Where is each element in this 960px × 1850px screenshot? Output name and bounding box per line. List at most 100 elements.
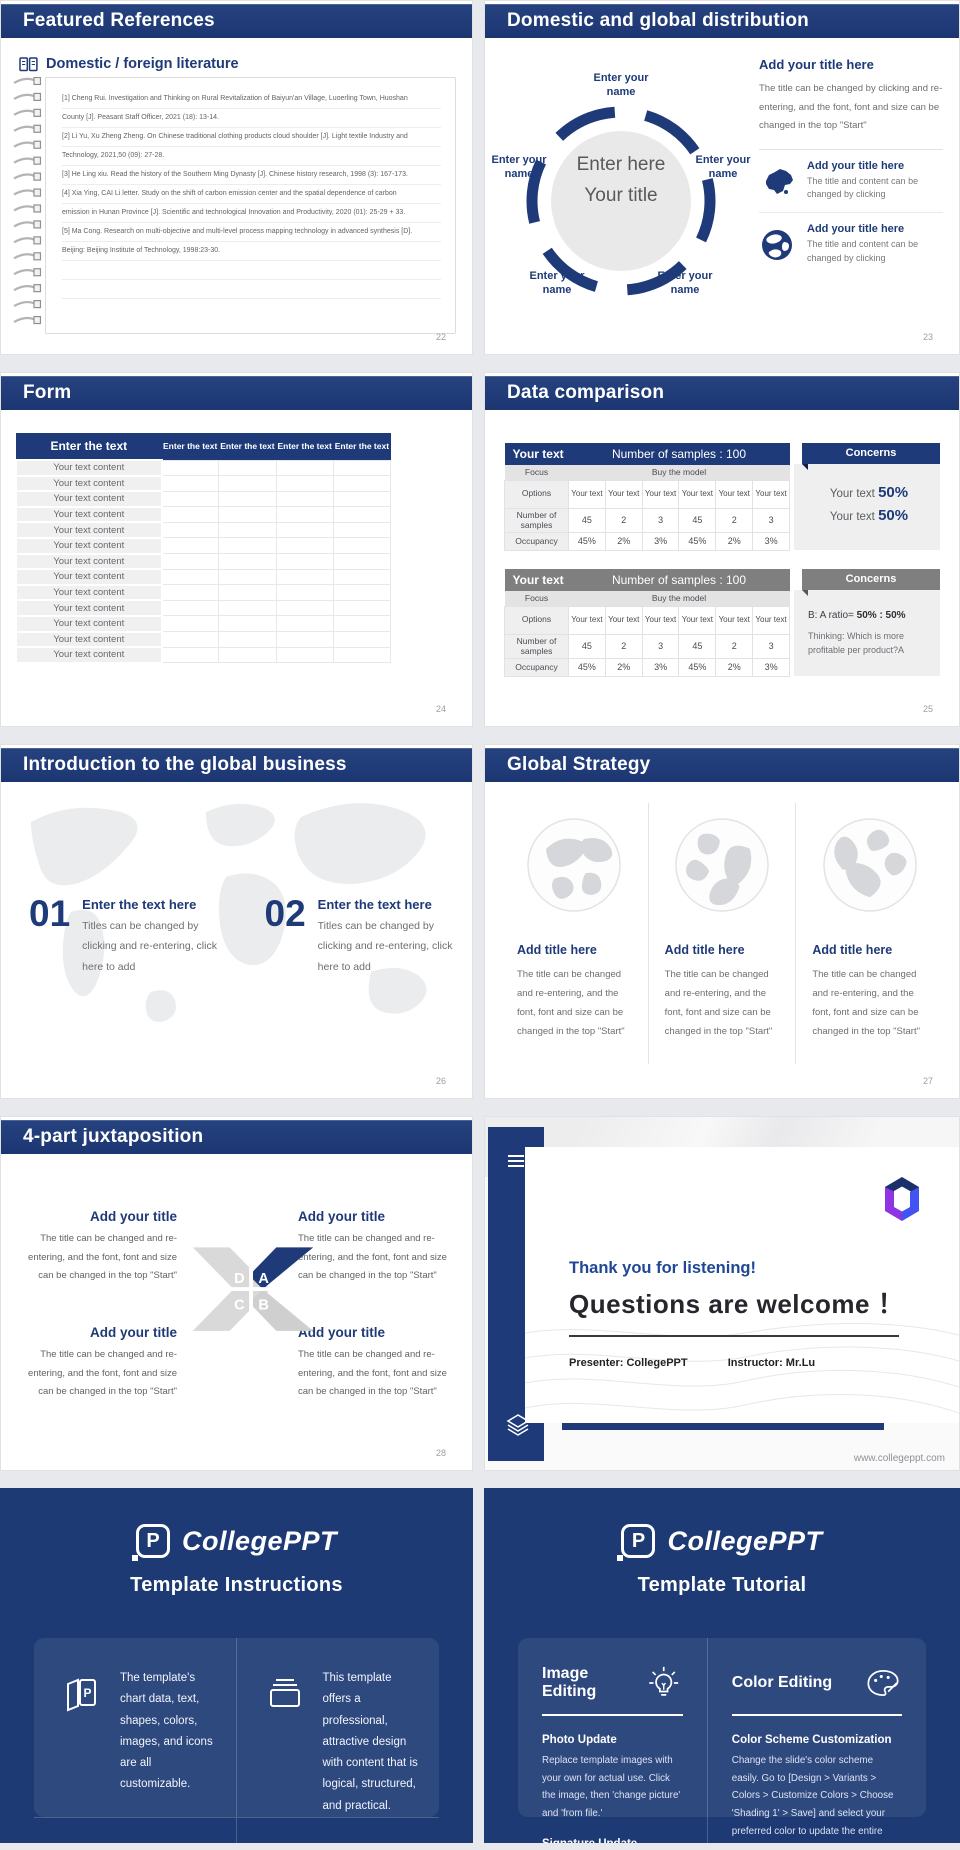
ruled-line — [62, 261, 441, 280]
value-cell: 3% — [752, 531, 790, 551]
table-cell — [332, 475, 392, 492]
slide-preview-thank-you[interactable]: Thank you for listening! Questions are w… — [484, 1116, 960, 1471]
table-cell — [332, 584, 392, 601]
table-cell — [218, 506, 277, 523]
table-cell — [332, 459, 392, 477]
item-heading: Add your title here — [807, 223, 905, 236]
comparison-table: Your text Number of samples : 100 Focus … — [504, 569, 790, 677]
table-row: Your text content — [15, 614, 392, 633]
table-cell — [275, 599, 334, 617]
table-cell — [332, 537, 392, 555]
page-number: 24 — [435, 704, 446, 714]
table-cell — [332, 599, 392, 617]
entry-heading: Signature Update — [542, 1838, 683, 1844]
row-label: Your text content — [15, 490, 163, 508]
reference-line: [2] Li Yu, Xu Zheng Zheng. On Chinese tr… — [62, 128, 441, 147]
option-cell: Your text — [641, 605, 680, 635]
pages-icon: P — [67, 1678, 96, 1712]
reference-line: Beijing: Beijing Institute of Technology… — [62, 242, 441, 261]
layers-icon — [506, 1414, 530, 1436]
diagram-node-label: Enter your name — [529, 270, 585, 297]
tutorial-section: Color Editing Color Scheme Customization… — [708, 1638, 926, 1843]
table-header: Number of samples : 100 — [568, 443, 790, 465]
slide-preview-26[interactable]: Introduction to the global business 01 E… — [0, 744, 473, 1099]
table-cell — [275, 615, 334, 633]
concern-label: Your text — [829, 488, 875, 500]
table-cell — [218, 475, 277, 492]
table-cell — [161, 475, 220, 492]
table-row: Your text content — [15, 505, 392, 524]
table-header-row: Your text Number of samples : 100 — [504, 569, 790, 591]
table-row: Your text content — [15, 552, 392, 571]
feature-card: The template features scalable SVG icons… — [237, 1818, 440, 1843]
ribbon-letter: D — [234, 1271, 245, 1287]
globe-icon — [762, 229, 792, 260]
value-cell: 3 — [752, 507, 790, 533]
column-body: The title can be changed and re-entering… — [812, 969, 920, 1037]
slide-preview-24[interactable]: Form Enter the text Enter the text Enter… — [0, 372, 473, 727]
focus-label: Focus — [504, 465, 569, 480]
ribbon-letter: B — [258, 1297, 269, 1313]
row-label: Your text content — [15, 614, 163, 633]
item-body: Titles can be changed by clicking and re… — [317, 920, 453, 973]
table-cell — [332, 615, 392, 633]
focus-value: Buy the model — [568, 591, 790, 606]
block-body: The title can be changed and re-entering… — [28, 1349, 177, 1398]
numbered-item: 01 Enter the text here Titles can be cha… — [29, 895, 227, 977]
slide-preview-25[interactable]: Data comparison Your text Number of samp… — [484, 372, 960, 727]
text-block: Add your title The title can be changed … — [298, 1209, 460, 1286]
options-row: Options Your text Your text Your text Yo… — [504, 605, 790, 635]
strategy-column: Add title here The title can be changed … — [795, 803, 943, 1064]
table-row: Your text content — [15, 521, 392, 539]
feature-card: P The template's chart data, text, shape… — [34, 1638, 237, 1818]
slide-preview-27[interactable]: Global Strategy Add title here The title… — [484, 744, 960, 1099]
strategy-column: Add title here The title can be changed … — [647, 803, 796, 1064]
concerns-title: Concerns — [802, 569, 940, 596]
ribbon-letter: C — [234, 1297, 245, 1313]
column-body: The title can be changed and re-entering… — [517, 969, 625, 1037]
list-item: Add your title here The title and conten… — [759, 213, 943, 276]
panel-heading: Template Tutorial — [637, 1574, 807, 1596]
underline — [731, 1714, 902, 1716]
column-body: The title can be changed and re-entering… — [664, 969, 773, 1037]
slide-preview-22[interactable]: Featured References Domestic / foreign l… — [0, 0, 473, 355]
table-cell — [161, 459, 220, 477]
table-cell — [275, 584, 334, 601]
note-line: Thinking: Which is more profitable per p… — [808, 631, 905, 656]
table-cell — [332, 521, 392, 539]
concerns-box: Concerns B: A ratio= 50% : 50% Thinking:… — [794, 569, 940, 676]
presenter-line: Presenter: CollegePPT Instructor: Mr.Lu — [569, 1357, 904, 1369]
slide-preview-23[interactable]: Domestic and global distribution Enter h… — [484, 0, 960, 355]
value-cell: 2 — [604, 633, 643, 659]
column-heading: Add title here — [664, 943, 745, 957]
ribbon-graphic: D A C B — [192, 1247, 314, 1331]
palette-icon — [867, 1670, 899, 1696]
menu-icon — [508, 1155, 524, 1170]
gear-ring-graphic — [526, 106, 716, 296]
row-label: Number of samples — [504, 633, 569, 659]
reference-line: [1] Cheng Rui. Investigation and Thinkin… — [62, 90, 441, 109]
table-row: Your text content — [15, 646, 392, 664]
slide-preview-28[interactable]: 4-part juxtaposition Add your title The … — [0, 1116, 473, 1471]
brand-name: CollegePPT — [181, 1525, 338, 1556]
table-header: Number of samples : 100 — [568, 569, 790, 591]
aside-heading: Add your title here — [759, 57, 874, 72]
table-cell — [161, 537, 220, 555]
reference-line: [3] He Ling xiu. Read the history of the… — [62, 166, 441, 185]
feature-text: This template offers a professional, att… — [322, 1672, 418, 1812]
row-label: Your text content — [15, 459, 163, 477]
value-cell: 45% — [568, 531, 606, 551]
table-cell — [161, 584, 220, 601]
value-cell: 2% — [604, 531, 643, 551]
reference-line: emission in Hunan Province [J]. Scientif… — [62, 204, 441, 223]
table-cell — [218, 537, 277, 555]
concern-label: Your text — [829, 511, 875, 523]
table-cell — [275, 537, 334, 555]
panel-heading: Template Instructions — [130, 1574, 343, 1596]
table-cell — [218, 584, 277, 601]
feature-card: This template offers a professional, att… — [236, 1638, 439, 1818]
item-heading: Enter the text here — [82, 897, 197, 912]
divider — [569, 1335, 899, 1337]
brand-mark: P — [131, 1524, 170, 1561]
